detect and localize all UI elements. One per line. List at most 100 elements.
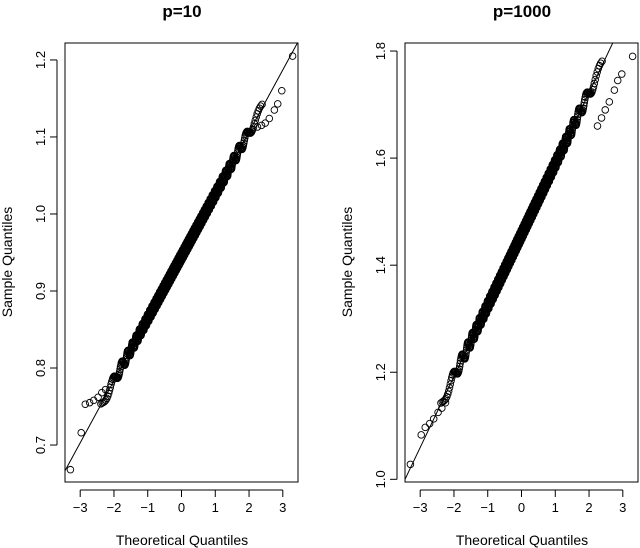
data-point (85, 398, 94, 407)
data-point (573, 118, 581, 126)
data-point (106, 383, 115, 392)
data-point (591, 75, 599, 84)
data-point (255, 104, 264, 113)
y-tick-label: 1.4 (373, 256, 388, 274)
data-point (455, 362, 464, 371)
x-tick-label: 3 (619, 500, 626, 515)
data-point (618, 70, 626, 78)
plot-frame (404, 42, 639, 483)
plot-frame (64, 42, 299, 483)
data-point (257, 121, 266, 130)
data-point (434, 408, 442, 417)
data-point (587, 89, 595, 98)
data-point (251, 116, 259, 125)
data-point (429, 415, 438, 423)
data-point (580, 101, 588, 110)
chart-title: p=1000 (493, 2, 551, 21)
data-point (240, 139, 248, 147)
data-point (256, 102, 265, 110)
y-tick-label: 1.0 (33, 205, 48, 223)
y-tick-label: 0.8 (33, 359, 48, 377)
y-axis-label: Sample Quantiles (339, 207, 355, 318)
data-point (421, 423, 430, 432)
data-point (278, 86, 286, 95)
data-point (273, 100, 282, 108)
data-point (81, 400, 90, 408)
y-tick-label: 1.2 (33, 51, 48, 69)
x-tick-label: 0 (518, 500, 525, 515)
data-point (462, 349, 470, 357)
data-point (573, 115, 581, 124)
data-point (265, 114, 274, 123)
plot-area (405, 43, 637, 481)
x-tick-label: −2 (107, 500, 122, 515)
y-tick-label: 1.0 (373, 470, 388, 488)
data-point (246, 129, 255, 137)
data-point (462, 351, 470, 359)
x-tick-label: 0 (178, 500, 185, 515)
x-tick-label: −1 (480, 500, 495, 515)
y-axis: 1.0 1.2 1.4 1.6 1.8 (373, 42, 398, 488)
y-tick-label: 1.2 (373, 363, 388, 381)
data-point (102, 396, 110, 404)
plot-area (65, 43, 298, 474)
data-point (417, 431, 425, 439)
x-tick-label: −1 (140, 500, 155, 515)
x-axis-label: Theoretical Quantiles (456, 532, 588, 548)
data-point (467, 340, 475, 349)
y-axis: 0.7 0.8 0.9 1.0 1.1 1.2 (33, 51, 58, 454)
data-point (579, 104, 588, 112)
x-tick-label: −2 (447, 500, 462, 515)
data-point (568, 128, 576, 136)
data-point (66, 465, 75, 474)
data-point (261, 119, 269, 127)
data-point (456, 359, 464, 368)
data-point (596, 59, 605, 68)
x-tick-label: 1 (212, 500, 219, 515)
y-tick-label: 1.8 (373, 42, 388, 60)
data-point (406, 460, 415, 469)
data-point (597, 114, 606, 122)
x-tick-label: 2 (585, 500, 592, 515)
data-point (586, 90, 595, 98)
data-point (455, 365, 463, 373)
y-tick-label: 0.7 (33, 436, 48, 454)
data-point (580, 98, 589, 107)
data-point (593, 122, 602, 130)
data-point (258, 100, 266, 109)
data-point (445, 384, 454, 392)
y-tick-label: 0.9 (33, 282, 48, 300)
y-axis-label: Sample Quantiles (0, 207, 15, 318)
data-point (605, 98, 614, 106)
y-tick-label: 1.6 (373, 149, 388, 167)
x-tick-label: −3 (413, 500, 428, 515)
data-point (107, 380, 115, 389)
x-tick-label: 1 (552, 500, 559, 515)
data-point (589, 83, 598, 91)
chart-title: p=10 (162, 2, 201, 21)
y-tick-label: 1.1 (33, 128, 48, 146)
data-point (240, 136, 249, 145)
qq-plot-panel-left: p=10 −3 −2 −1 0 1 2 3 0.7 0.8 0.9 1.0 1.1 1.2 Theor… (0, 2, 299, 548)
data-point (447, 376, 455, 385)
data-point (77, 428, 85, 437)
data-point (425, 419, 434, 428)
qq-plot-panel-right: p=1000 −3 −2 −1 0 1 2 3 1.0 1.2 1.4 1.6 1.8 Theore… (339, 2, 639, 548)
data-point (613, 76, 622, 85)
x-axis: −3 −2 −1 0 1 2 3 (73, 489, 286, 515)
data-point (438, 404, 446, 412)
data-point (442, 394, 450, 403)
x-tick-label: 2 (245, 500, 252, 515)
x-tick-label: 3 (279, 500, 286, 515)
data-point (444, 387, 453, 395)
data-point (250, 120, 259, 128)
data-point (592, 71, 600, 80)
data-point (288, 52, 297, 60)
data-point (590, 79, 599, 88)
x-axis: −3 −2 −1 0 1 2 3 (413, 489, 626, 515)
data-point (94, 393, 102, 402)
data-point (598, 57, 606, 65)
data-point (593, 68, 601, 76)
x-tick-label: −3 (73, 500, 88, 515)
